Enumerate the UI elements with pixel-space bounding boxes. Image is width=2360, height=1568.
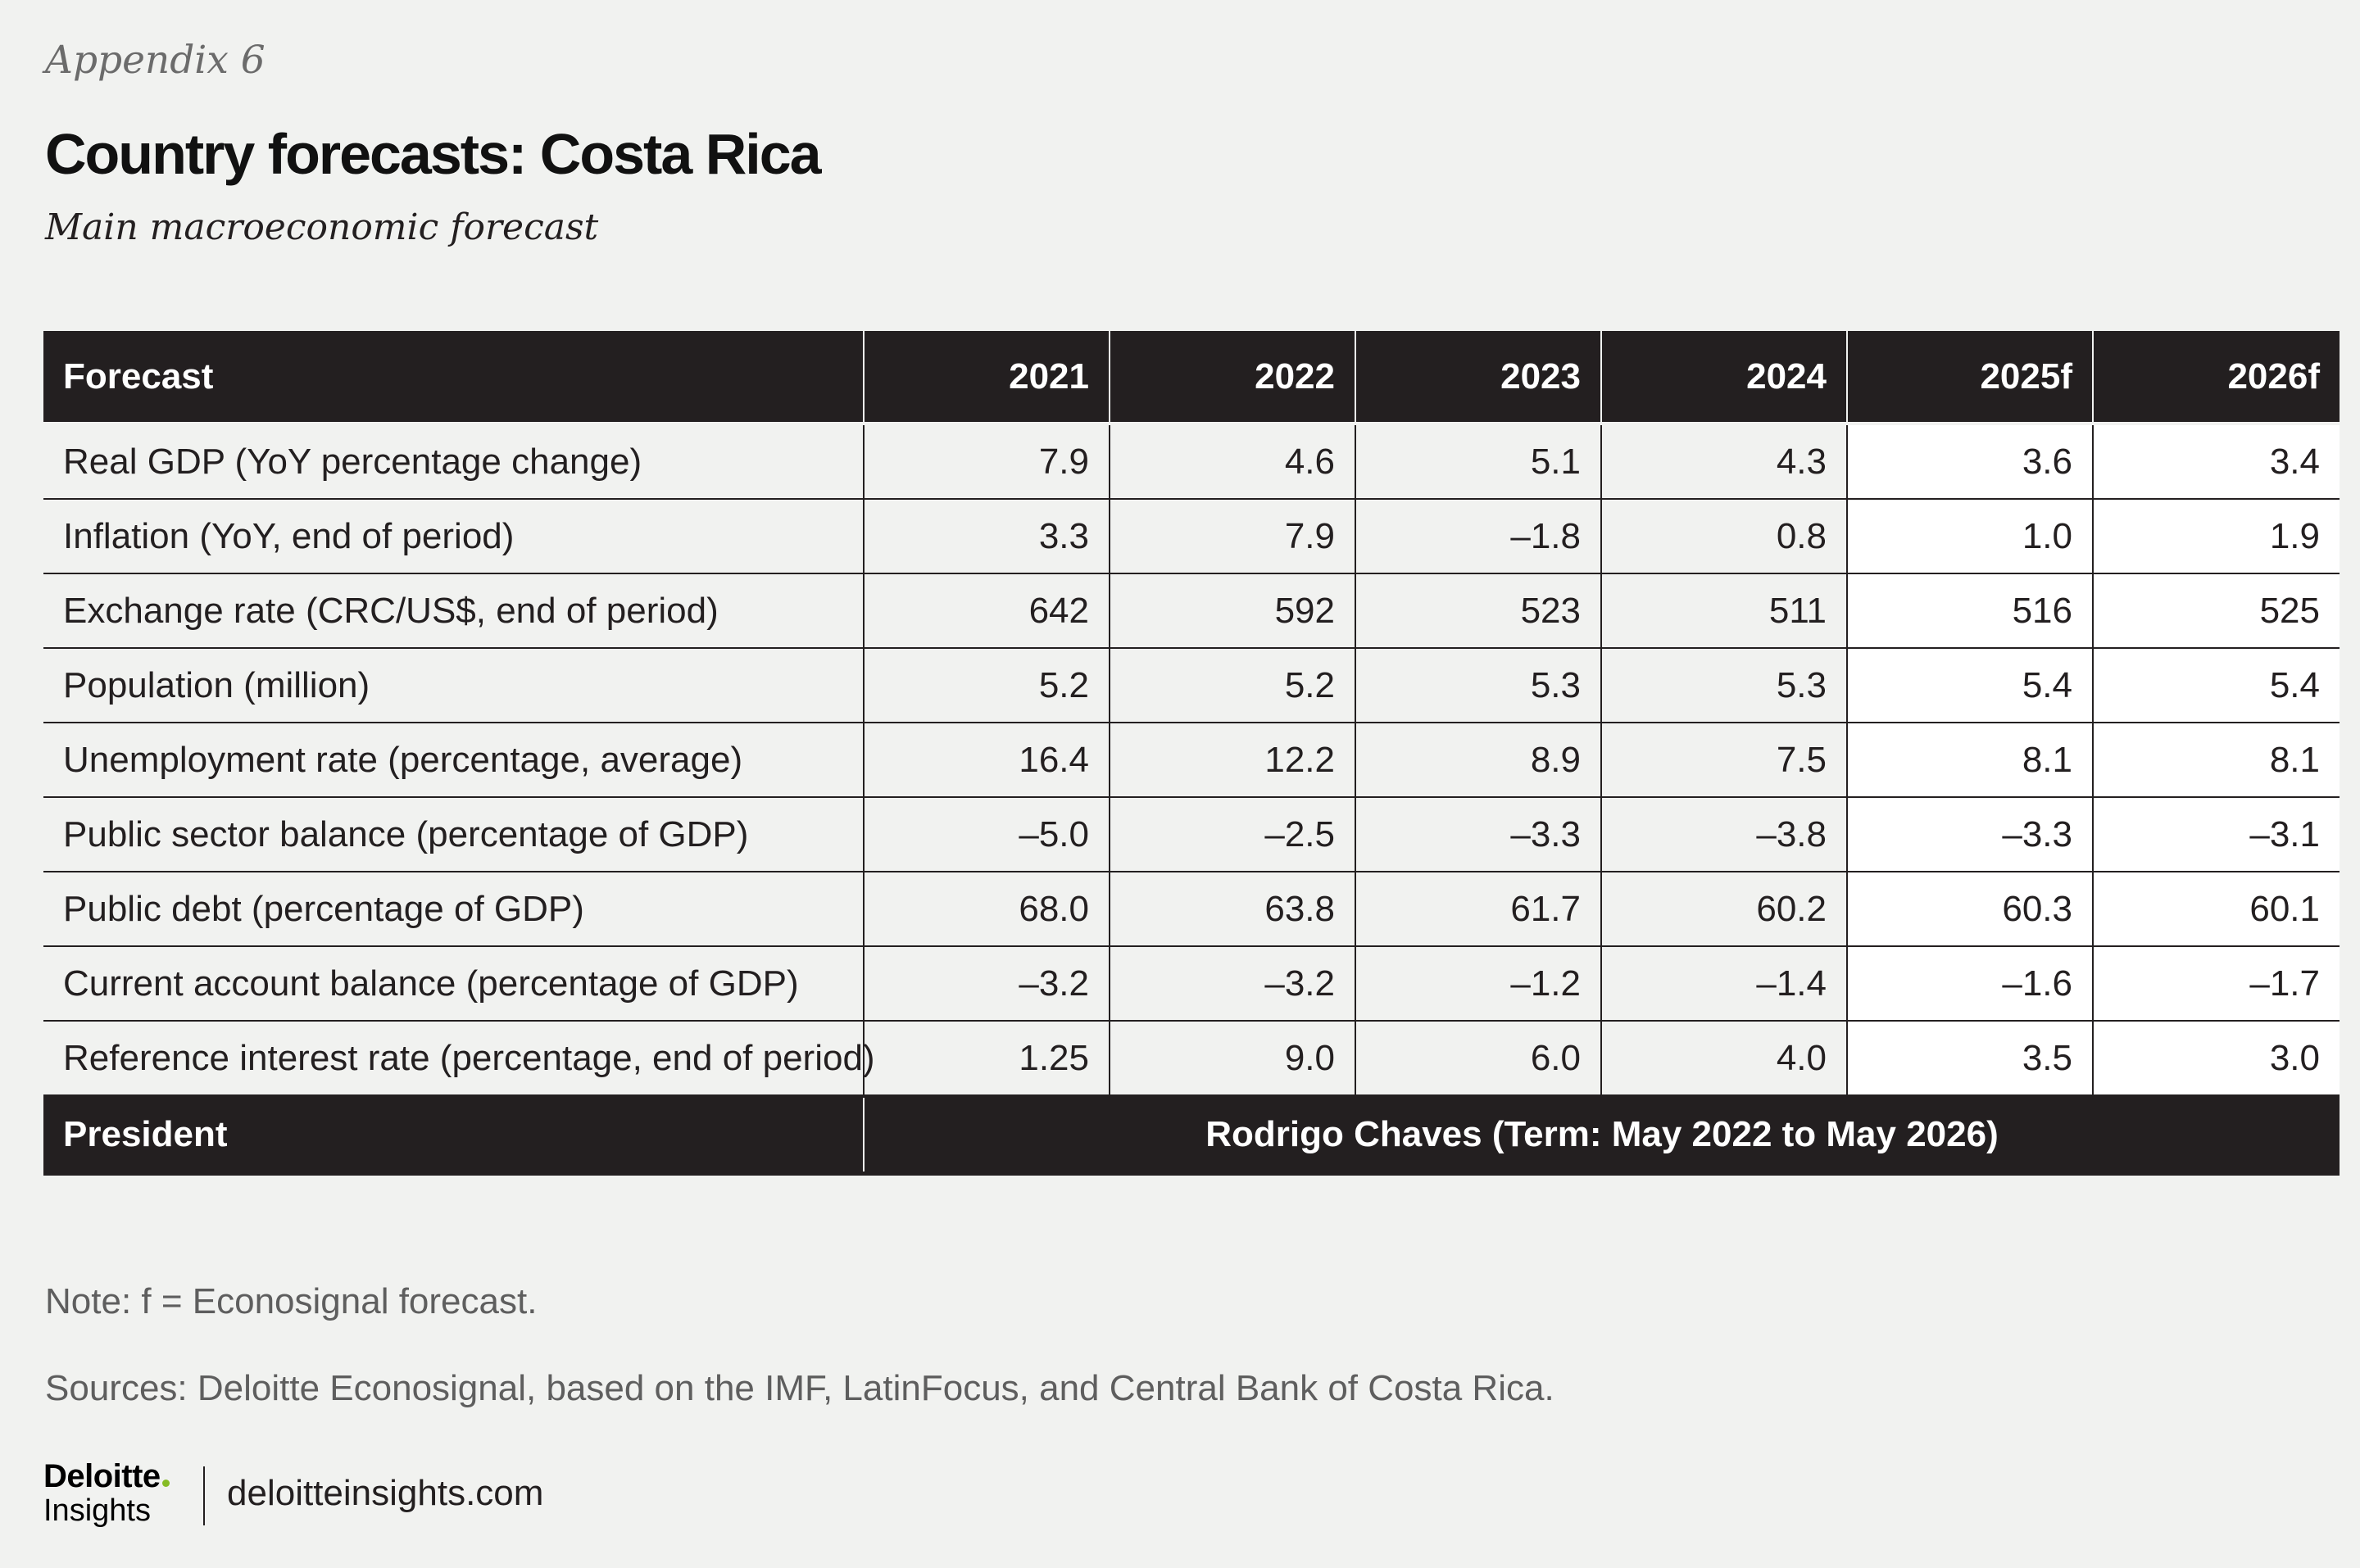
- column-header-2024: 2024: [1600, 331, 1848, 425]
- logo-subtitle: Insights: [43, 1493, 151, 1528]
- deloitte-insights-logo: Deloitte Insights: [43, 1458, 191, 1527]
- table-cell-2025f: –3.3: [1846, 796, 2094, 872]
- appendix-label: Appendix 6: [45, 38, 266, 83]
- column-header-2025f: 2025f: [1846, 331, 2094, 425]
- table-cell-2023: –3.3: [1355, 796, 1602, 872]
- table-cell-2022: 5.2: [1109, 647, 1356, 723]
- footer-divider: [203, 1466, 205, 1525]
- table-header-row: Forecast 2021 2022 2023 2024 2025f 2026f: [43, 331, 2340, 425]
- forecast-table: Forecast 2021 2022 2023 2024 2025f 2026f…: [43, 331, 2340, 1176]
- page-subtitle: Main macroeconomic forecast: [45, 206, 599, 248]
- row-label: Public debt (percentage of GDP): [43, 871, 865, 947]
- table-cell-2025f: –1.6: [1846, 945, 2094, 1022]
- table-cell-2022: 9.0: [1109, 1020, 1356, 1098]
- page-title: Country forecasts: Costa Rica: [45, 122, 822, 186]
- table-cell-2025f: 3.6: [1846, 423, 2094, 500]
- table-cell-2024: –1.4: [1600, 945, 1848, 1022]
- table-cell-2026f: 60.1: [2092, 871, 2340, 947]
- table-row: Unemployment rate (percentage, average) 1…: [43, 722, 2340, 798]
- table-cell-2026f: 3.4: [2092, 423, 2340, 500]
- table-cell-2026f: 1.9: [2092, 498, 2340, 574]
- table-cell-2023: 5.3: [1355, 647, 1602, 723]
- table-cell-2026f: –1.7: [2092, 945, 2340, 1022]
- table-cell-2021: –3.2: [863, 945, 1110, 1022]
- table-cell-2025f: 60.3: [1846, 871, 2094, 947]
- footer-url-link[interactable]: deloitteinsights.com: [227, 1473, 544, 1513]
- column-header-forecast: Forecast: [43, 331, 865, 425]
- table-cell-2025f: 8.1: [1846, 722, 2094, 798]
- table-cell-2023: 523: [1355, 573, 1602, 649]
- president-value: Rodrigo Chaves (Term: May 2022 to May 20…: [863, 1096, 2340, 1176]
- column-header-2021: 2021: [863, 331, 1110, 425]
- table-cell-2023: –1.2: [1355, 945, 1602, 1022]
- president-row: President Rodrigo Chaves (Term: May 2022…: [43, 1096, 2340, 1176]
- table-cell-2025f: 5.4: [1846, 647, 2094, 723]
- row-label: Population (million): [43, 647, 865, 723]
- table-cell-2024: 7.5: [1600, 722, 1848, 798]
- table-row: Inflation (YoY, end of period) 3.3 7.9 –1.8…: [43, 498, 2340, 574]
- column-header-2026f: 2026f: [2092, 331, 2340, 425]
- table-cell-2022: 592: [1109, 573, 1356, 649]
- table-row: Public sector balance (percentage of GDP…: [43, 796, 2340, 872]
- column-header-2022: 2022: [1109, 331, 1356, 425]
- president-label: President: [43, 1096, 865, 1176]
- row-label: Public sector balance (percentage of GDP…: [43, 796, 865, 872]
- table-cell-2024: 4.0: [1600, 1020, 1848, 1098]
- table-cell-2023: 61.7: [1355, 871, 1602, 947]
- row-label: Current account balance (percentage of G…: [43, 945, 865, 1022]
- table-cell-2021: 3.3: [863, 498, 1110, 574]
- row-label: Inflation (YoY, end of period): [43, 498, 865, 574]
- table-cell-2022: 4.6: [1109, 423, 1356, 500]
- logo-wordmark: Deloitte: [43, 1458, 191, 1494]
- table-row: Exchange rate (CRC/US$, end of period) 64…: [43, 573, 2340, 649]
- row-label: Real GDP (YoY percentage change): [43, 423, 865, 500]
- row-label: Unemployment rate (percentage, average): [43, 722, 865, 798]
- table-cell-2025f: 516: [1846, 573, 2094, 649]
- table-cell-2022: 12.2: [1109, 722, 1356, 798]
- table-cell-2023: –1.8: [1355, 498, 1602, 574]
- table-cell-2026f: 525: [2092, 573, 2340, 649]
- table-cell-2026f: –3.1: [2092, 796, 2340, 872]
- table-cell-2022: 7.9: [1109, 498, 1356, 574]
- table-cell-2022: 63.8: [1109, 871, 1356, 947]
- table-cell-2021: 68.0: [863, 871, 1110, 947]
- column-header-2023: 2023: [1355, 331, 1602, 425]
- table-cell-2024: 4.3: [1600, 423, 1848, 500]
- table-row: Current account balance (percentage of G…: [43, 945, 2340, 1022]
- row-label: Exchange rate (CRC/US$, end of period): [43, 573, 865, 649]
- logo-word-text: Deloitte: [43, 1458, 161, 1494]
- table-row: Public debt (percentage of GDP) 68.0 63.8 6…: [43, 871, 2340, 947]
- table-cell-2021: 16.4: [863, 722, 1110, 798]
- table-cell-2021: 7.9: [863, 423, 1110, 500]
- table-row: Population (million) 5.2 5.2 5.3 5.3 5.4 5.4: [43, 647, 2340, 723]
- table-cell-2024: 5.3: [1600, 647, 1848, 723]
- table-cell-2024: –3.8: [1600, 796, 1848, 872]
- table-row: Reference interest rate (percentage, end…: [43, 1020, 2340, 1098]
- table-cell-2024: 0.8: [1600, 498, 1848, 574]
- table-cell-2026f: 8.1: [2092, 722, 2340, 798]
- table-cell-2023: 6.0: [1355, 1020, 1602, 1098]
- table-cell-2023: 5.1: [1355, 423, 1602, 500]
- table-row: Real GDP (YoY percentage change) 7.9 4.6 5.…: [43, 423, 2340, 500]
- table-cell-2026f: 5.4: [2092, 647, 2340, 723]
- logo-dot-icon: [161, 1480, 170, 1487]
- table-cell-2024: 60.2: [1600, 871, 1848, 947]
- table-cell-2021: –5.0: [863, 796, 1110, 872]
- table-cell-2026f: 3.0: [2092, 1020, 2340, 1098]
- table-cell-2022: –2.5: [1109, 796, 1356, 872]
- row-label: Reference interest rate (percentage, end…: [43, 1020, 875, 1098]
- forecast-note: Note: f = Econosignal forecast.: [45, 1281, 538, 1321]
- table-cell-2023: 8.9: [1355, 722, 1602, 798]
- table-cell-2021: 5.2: [863, 647, 1110, 723]
- table-cell-2022: –3.2: [1109, 945, 1356, 1022]
- table-cell-2021: 642: [863, 573, 1110, 649]
- sources-note: Sources: Deloitte Econosignal, based on …: [45, 1368, 1554, 1408]
- table-cell-2025f: 3.5: [1846, 1020, 2094, 1098]
- table-cell-2021: 1.25: [863, 1020, 1110, 1098]
- table-cell-2025f: 1.0: [1846, 498, 2094, 574]
- table-cell-2024: 511: [1600, 573, 1848, 649]
